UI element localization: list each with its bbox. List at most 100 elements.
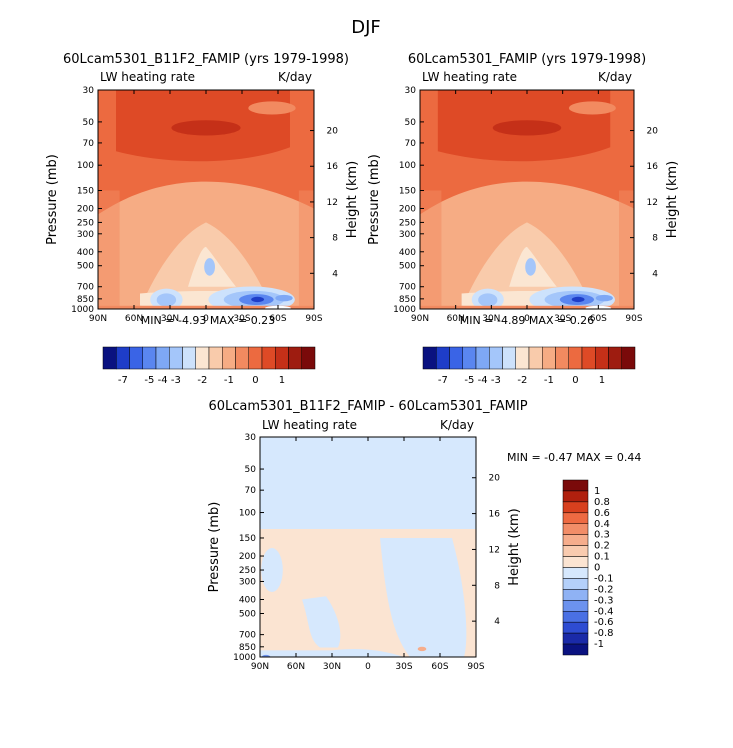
colorbar-swatch [422, 346, 437, 370]
x-tick-label: 60N [287, 662, 305, 672]
panel-title: 60Lcam5301_B11F2_FAMIP (yrs 1979-1998) [63, 52, 349, 67]
colorbar-label: 1 [599, 375, 605, 386]
y2-axis-label: Height (km) [665, 161, 680, 238]
contour-max-core [492, 120, 562, 136]
y-tick-label: 50 [83, 118, 95, 128]
contour-nh-core [156, 293, 177, 307]
variable-label: LW heating rate [262, 418, 357, 432]
colorbar-swatch [562, 556, 589, 568]
y-tick-label: 100 [399, 161, 416, 171]
colorbar-swatch [129, 346, 143, 370]
colorbar-swatch [208, 346, 223, 370]
colorbar-swatch [562, 611, 589, 623]
x-tick-label: 90S [625, 314, 642, 324]
x-tick-label: 30S [395, 662, 412, 672]
colorbar-label: 0.2 [594, 541, 610, 552]
height-tick-label: 20 [327, 127, 339, 137]
colorbar-swatch [562, 632, 589, 645]
contour-field [260, 437, 476, 657]
colorbar-label: 1 [594, 486, 600, 497]
colorbar-swatch [528, 346, 543, 370]
colorbar-label: -7 [438, 375, 448, 386]
y-tick-label: 200 [77, 204, 94, 214]
height-tick-label: 12 [327, 198, 338, 208]
colorbar-swatch [195, 346, 210, 370]
y-tick-label: 300 [239, 577, 256, 587]
colorbar-difference: 10.80.60.40.30.20.10-0.1-0.2-0.3-0.4-0.6… [562, 479, 614, 656]
height-tick-label: 4 [332, 269, 338, 279]
height-tick-label: 4 [652, 269, 658, 279]
y-tick-label: 700 [399, 283, 416, 293]
colorbar-swatch [562, 643, 589, 656]
y-tick-label: 400 [77, 248, 94, 258]
colorbar-swatch [621, 346, 636, 370]
y-tick-label: 50 [405, 118, 417, 128]
colorbar-swatch [562, 567, 589, 579]
y-tick-label: 250 [399, 218, 416, 228]
min-max-stats: MIN = -4.93 MAX = 0.23 [141, 314, 275, 327]
colorbar-swatch [102, 346, 117, 370]
y-tick-label: 500 [399, 262, 416, 272]
colorbar-swatch [568, 346, 583, 370]
y-tick-label: 250 [77, 218, 94, 228]
colorbar-label: -0.8 [594, 628, 614, 639]
y-tick-label: 70 [83, 139, 95, 149]
colorbar-label: 0.1 [594, 552, 610, 563]
colorbar-swatch [235, 346, 249, 370]
contour-sh-min2 [595, 294, 613, 302]
y-tick-label: 500 [77, 262, 94, 272]
y-tick-label: 850 [399, 295, 416, 305]
y-tick-label: 150 [239, 534, 256, 544]
colorbar-swatch [182, 346, 196, 370]
y-axis-label: Pressure (mb) [367, 154, 382, 245]
contour-sh-edge [298, 190, 314, 309]
colorbar-swatch [562, 600, 589, 612]
contour-max-core [171, 120, 241, 136]
diff-upper-blue [260, 437, 476, 529]
colorbar-swatch [562, 479, 589, 492]
colorbar-label: 0.4 [594, 519, 610, 530]
units-label: K/day [440, 418, 474, 432]
height-tick-label: 8 [494, 581, 500, 591]
colorbar-swatch [116, 346, 130, 370]
diff-sh-blue [380, 537, 467, 657]
height-tick-label: 16 [647, 162, 659, 172]
diff-nh-blue [302, 596, 341, 648]
colorbar-swatch [301, 346, 316, 370]
colorbar-swatch [595, 346, 609, 370]
colorbar-swatch [562, 545, 589, 557]
height-tick-label: 4 [494, 617, 500, 627]
colorbar-label: 0 [252, 375, 258, 386]
y-tick-label: 30 [245, 433, 257, 443]
colorbar-label: -2 [517, 375, 527, 386]
x-tick-label: 90S [305, 314, 322, 324]
figure-title: DJF [351, 17, 381, 38]
colorbar-swatch [169, 346, 183, 370]
colorbar-swatch [142, 346, 157, 370]
colorbar-label: -0.2 [594, 584, 614, 595]
colorbar-label: 0 [572, 375, 578, 386]
x-tick-label: 30N [482, 314, 500, 324]
y-tick-label: 700 [239, 631, 256, 641]
colorbar-label: 0.8 [594, 497, 610, 508]
colorbar-swatch [475, 346, 490, 370]
colorbar-label: -0.4 [594, 606, 614, 617]
diff-nh-patch [261, 548, 283, 593]
contour-sh-edge [619, 190, 634, 309]
colorbar-label: -4 [158, 375, 168, 386]
units-label: K/day [598, 70, 632, 84]
height-tick-label: 8 [652, 234, 658, 244]
y-tick-label: 250 [239, 566, 256, 576]
colorbar-swatch [449, 346, 463, 370]
colorbar-label: -3 [171, 375, 181, 386]
height-tick-label: 20 [489, 474, 501, 484]
y-tick-label: 300 [399, 230, 416, 240]
colorbar-label: -1 [224, 375, 234, 386]
colorbar-horizontal-2: -7 -5 -4 -3 -2 -1 0 1 [422, 346, 636, 386]
y-tick-label: 850 [77, 295, 94, 305]
contour-nh-edge [98, 190, 120, 309]
y-tick-label: 30 [405, 86, 417, 96]
y-tick-label: 1000 [393, 305, 416, 315]
panel-2: 60Lcam5301_FAMIP (yrs 1979-1998) LW heati… [367, 52, 680, 327]
contour-plume-core [525, 258, 536, 276]
